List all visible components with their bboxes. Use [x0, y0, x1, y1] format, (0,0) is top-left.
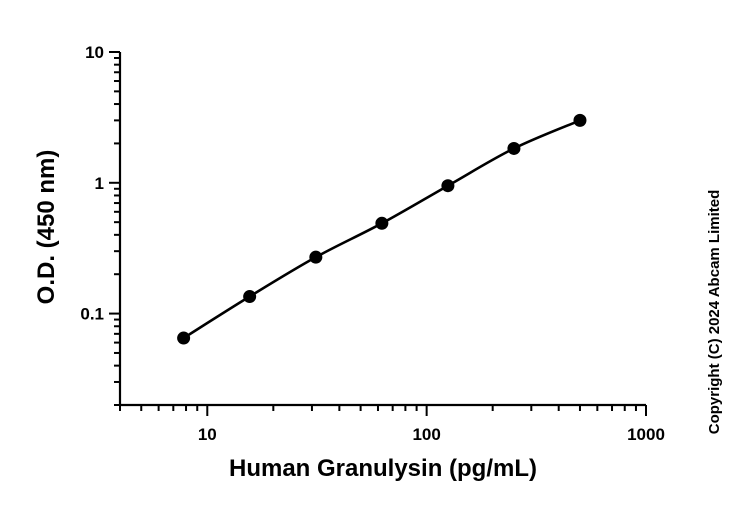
x-tick-label: 10: [198, 425, 217, 444]
x-axis-title: Human Granulysin (pg/mL): [229, 455, 537, 482]
data-point: [573, 113, 587, 127]
y-axis-ticks: 0.1 1 10: [80, 43, 120, 406]
x-tick-label: 1000: [627, 425, 665, 444]
y-tick-label: 0.1: [80, 305, 104, 324]
y-tick-label: 1: [95, 174, 104, 193]
x-axis-ticks: 10 100 1000: [119, 405, 665, 444]
data-point: [177, 331, 191, 345]
data-point: [507, 141, 521, 155]
data-points: [177, 113, 587, 345]
y-axis-title: O.D. (450 nm): [33, 150, 60, 305]
data-point: [375, 216, 389, 230]
data-point: [309, 250, 323, 264]
data-point: [441, 179, 455, 193]
y-tick-label: 10: [85, 43, 104, 62]
data-point: [243, 290, 257, 304]
x-tick-label: 100: [412, 425, 440, 444]
copyright-text: Copyright (C) 2024 Abcam Limited: [706, 190, 723, 434]
